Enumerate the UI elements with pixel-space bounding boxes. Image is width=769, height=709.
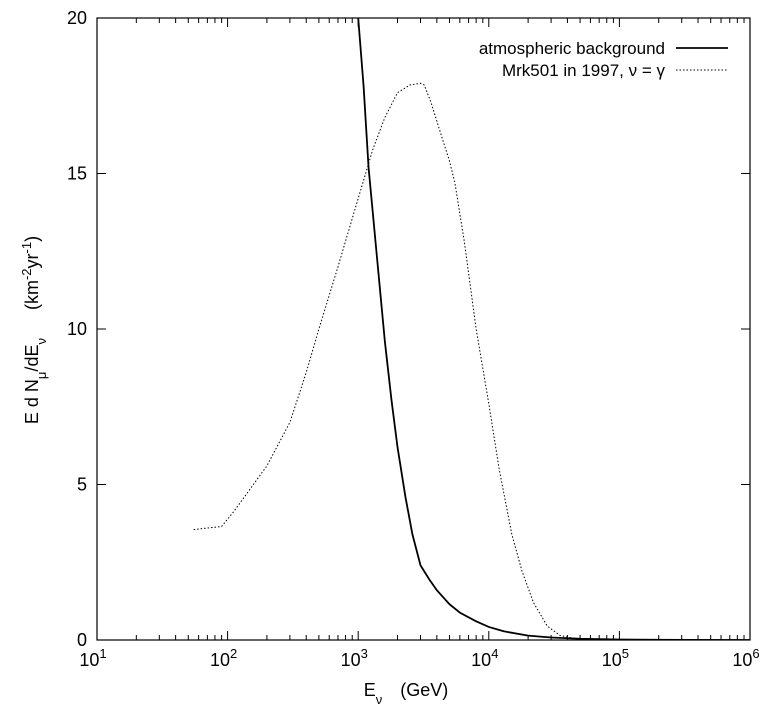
y-axis-label-sub2: ν bbox=[34, 338, 49, 345]
x-tick-label-base: 10 bbox=[732, 650, 752, 670]
y-axis-label-part2: /dE bbox=[22, 345, 42, 372]
x-axis-label: Eν (GeV) bbox=[364, 680, 449, 707]
x-axis-label-sub: ν bbox=[376, 692, 383, 707]
y-axis-label-sup2: -1 bbox=[19, 242, 34, 254]
y-axis-label-unit-open: (km bbox=[22, 280, 42, 310]
x-tick-label-exp: 4 bbox=[491, 646, 498, 661]
x-tick-label-base: 10 bbox=[471, 650, 491, 670]
y-axis-label-sub1: μ bbox=[34, 372, 49, 380]
x-tick-label-base: 10 bbox=[210, 650, 230, 670]
x-tick-label-exp: 5 bbox=[622, 646, 629, 661]
x-tick-label-base: 10 bbox=[79, 650, 99, 670]
x-tick-label: 104 bbox=[471, 646, 498, 670]
y-tick-label: 0 bbox=[77, 630, 87, 650]
x-tick-label: 106 bbox=[732, 646, 759, 670]
x-tick-label-exp: 6 bbox=[752, 646, 759, 661]
x-tick-label: 105 bbox=[602, 646, 629, 670]
y-axis-label-part1: E d N bbox=[22, 379, 42, 424]
plot-frame bbox=[96, 17, 751, 641]
x-tick-label: 103 bbox=[341, 646, 368, 670]
y-axis-label: E d Nμ/dEν (km-2yr-1) bbox=[19, 236, 49, 424]
axis-ticks bbox=[96, 17, 751, 641]
x-tick-label-base: 10 bbox=[602, 650, 622, 670]
legend: atmospheric background Mrk501 in 1997, ν … bbox=[479, 39, 728, 80]
y-tick-label: 5 bbox=[77, 475, 87, 495]
y-axis-label-sup1: -2 bbox=[19, 268, 34, 280]
series-lines bbox=[193, 18, 750, 640]
x-tick-label-exp: 2 bbox=[230, 646, 237, 661]
legend-label-1: atmospheric background bbox=[479, 39, 665, 58]
y-axis-label-unit-close: ) bbox=[22, 236, 42, 242]
plot-border bbox=[96, 17, 751, 641]
legend-label-2: Mrk501 in 1997, ν = γ bbox=[502, 61, 666, 80]
y-tick-label: 15 bbox=[67, 164, 87, 184]
x-tick-label-exp: 3 bbox=[361, 646, 368, 661]
x-axis-label-main: E bbox=[364, 680, 376, 700]
x-tick-label-base: 10 bbox=[341, 650, 361, 670]
x-tick-label: 102 bbox=[210, 646, 237, 670]
y-tick-label: 10 bbox=[67, 319, 87, 339]
y-axis-label-unit-mid: yr bbox=[22, 253, 42, 268]
x-tick-label: 101 bbox=[79, 646, 106, 670]
series-line-2 bbox=[193, 82, 620, 640]
series-line-1 bbox=[357, 18, 750, 640]
x-axis-label-unit: (GeV) bbox=[400, 680, 448, 700]
y-tick-label: 20 bbox=[67, 8, 87, 28]
x-tick-label-exp: 1 bbox=[99, 646, 106, 661]
